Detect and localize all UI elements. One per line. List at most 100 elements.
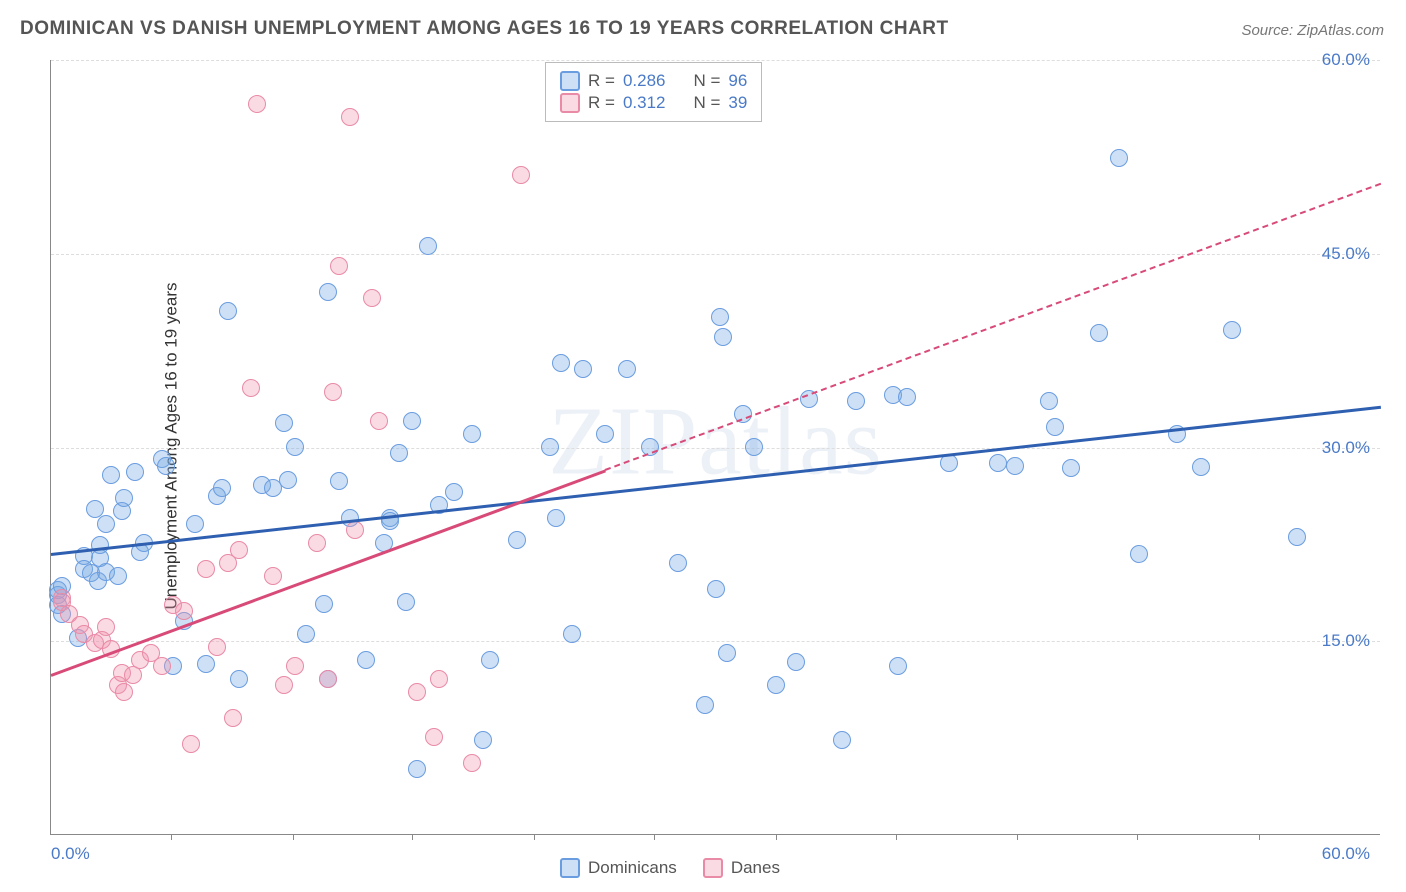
data-point: [1090, 324, 1108, 342]
data-point: [330, 472, 348, 490]
data-point: [230, 541, 248, 559]
legend-swatch: [560, 71, 580, 91]
data-point: [1062, 459, 1080, 477]
x-tick: [412, 834, 413, 840]
x-tick: [776, 834, 777, 840]
source-label: Source: ZipAtlas.com: [1241, 22, 1384, 39]
data-point: [1223, 321, 1241, 339]
n-label: N =: [693, 71, 720, 91]
y-tick-label: 60.0%: [1322, 50, 1370, 70]
data-point: [275, 676, 293, 694]
data-point: [370, 412, 388, 430]
data-point: [419, 237, 437, 255]
data-point: [397, 593, 415, 611]
series-legend-item: Dominicans: [560, 858, 677, 878]
data-point: [213, 479, 231, 497]
chart-title: DOMINICAN VS DANISH UNEMPLOYMENT AMONG A…: [20, 18, 949, 40]
data-point: [97, 618, 115, 636]
data-point: [279, 471, 297, 489]
x-tick: [171, 834, 172, 840]
data-point: [319, 670, 337, 688]
data-point: [1288, 528, 1306, 546]
data-point: [408, 683, 426, 701]
gridline: [51, 641, 1380, 642]
stats-legend-row: R =0.286N =96: [560, 71, 747, 91]
stats-legend-row: R =0.312N =39: [560, 93, 747, 113]
data-point: [408, 760, 426, 778]
y-tick-label: 15.0%: [1322, 631, 1370, 651]
data-point: [186, 515, 204, 533]
data-point: [230, 670, 248, 688]
data-point: [696, 696, 714, 714]
data-point: [552, 354, 570, 372]
data-point: [707, 580, 725, 598]
x-tick: [654, 834, 655, 840]
x-axis-min-label: 0.0%: [51, 844, 90, 864]
data-point: [445, 483, 463, 501]
legend-swatch: [703, 858, 723, 878]
data-point: [126, 463, 144, 481]
data-point: [989, 454, 1007, 472]
data-point: [547, 509, 565, 527]
data-point: [357, 651, 375, 669]
data-point: [182, 735, 200, 753]
data-point: [669, 554, 687, 572]
data-point: [324, 383, 342, 401]
data-point: [745, 438, 763, 456]
data-point: [197, 560, 215, 578]
data-point: [86, 500, 104, 518]
data-point: [711, 308, 729, 326]
data-point: [308, 534, 326, 552]
data-point: [390, 444, 408, 462]
data-point: [319, 283, 337, 301]
plot-area: ZIPatlas 0.0% 60.0% 15.0%30.0%45.0%60.0%: [50, 60, 1380, 835]
n-value: 96: [728, 71, 747, 91]
data-point: [286, 438, 304, 456]
data-point: [787, 653, 805, 671]
data-point: [430, 670, 448, 688]
data-point: [264, 567, 282, 585]
data-point: [102, 466, 120, 484]
data-point: [898, 388, 916, 406]
data-point: [219, 302, 237, 320]
gridline: [51, 254, 1380, 255]
data-point: [767, 676, 785, 694]
data-point: [297, 625, 315, 643]
data-point: [618, 360, 636, 378]
gridline: [51, 448, 1380, 449]
data-point: [346, 521, 364, 539]
r-value: 0.312: [623, 93, 666, 113]
data-point: [596, 425, 614, 443]
data-point: [341, 108, 359, 126]
data-point: [97, 515, 115, 533]
data-point: [208, 638, 226, 656]
data-point: [330, 257, 348, 275]
data-point: [115, 489, 133, 507]
n-value: 39: [728, 93, 747, 113]
series-legend-item: Danes: [703, 858, 780, 878]
data-point: [1110, 149, 1128, 167]
data-point: [1040, 392, 1058, 410]
data-point: [403, 412, 421, 430]
stats-legend: R =0.286N =96R =0.312N =39: [545, 62, 762, 122]
x-axis-max-label: 60.0%: [1322, 844, 1370, 864]
data-point: [124, 666, 142, 684]
legend-swatch: [560, 858, 580, 878]
data-point: [889, 657, 907, 675]
data-point: [474, 731, 492, 749]
x-tick: [293, 834, 294, 840]
data-point: [714, 328, 732, 346]
gridline: [51, 60, 1380, 61]
data-point: [224, 709, 242, 727]
data-point: [1006, 457, 1024, 475]
series-legend-label: Dominicans: [588, 858, 677, 878]
y-tick-label: 30.0%: [1322, 438, 1370, 458]
data-point: [1046, 418, 1064, 436]
data-point: [153, 657, 171, 675]
data-point: [275, 414, 293, 432]
r-label: R =: [588, 93, 615, 113]
data-point: [847, 392, 865, 410]
data-point: [481, 651, 499, 669]
data-point: [175, 602, 193, 620]
trend-line: [50, 469, 605, 676]
